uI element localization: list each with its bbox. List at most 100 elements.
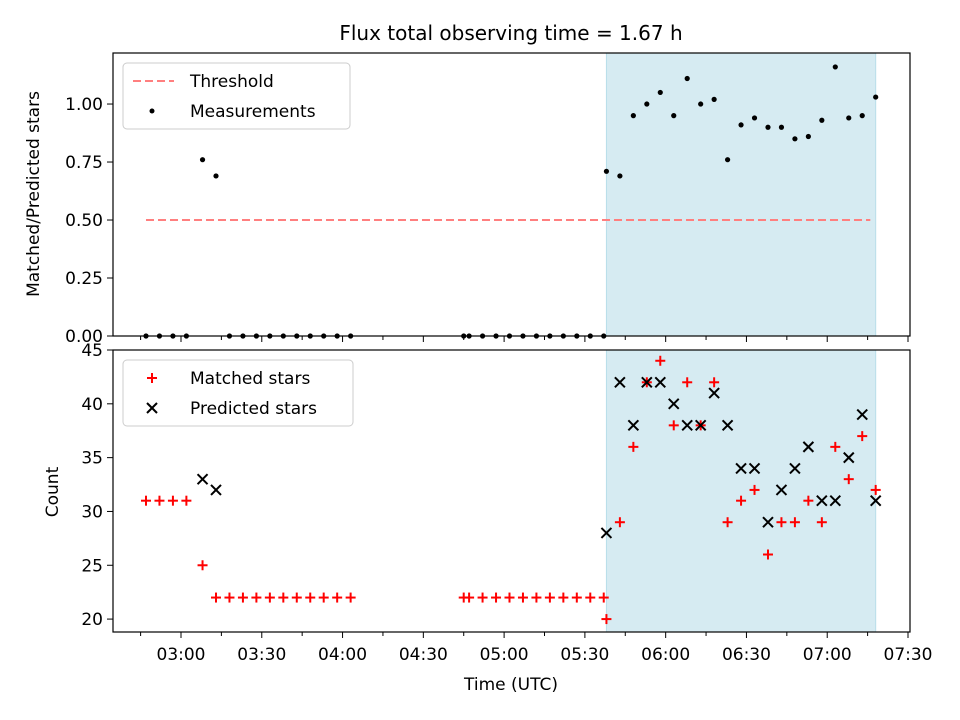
point-0-0-28 — [603, 168, 610, 174]
point-0-0-39 — [751, 115, 758, 121]
point-1-1-8-b — [681, 419, 693, 432]
point-1-1-12 — [735, 462, 747, 475]
x-tick-label-4: 05:00 — [480, 645, 529, 665]
point-1-0-36 — [709, 377, 720, 388]
point-1-0-1 — [154, 495, 165, 506]
legend-measurements-marker — [149, 108, 155, 114]
point-1-1-10 — [708, 387, 720, 399]
bottom-panel: 20 25 30 35 40 45 03:00 03:30 04:00 04:30 05:00 05… — [43, 341, 933, 695]
point-0-0-42 — [792, 136, 798, 142]
bottom-data-layer — [140, 355, 882, 625]
point-1-0-41 — [776, 517, 787, 528]
point-1-1-13-b — [748, 462, 761, 475]
y-tick-label-1-3: 35 — [81, 449, 103, 469]
point-0-0-38 — [738, 122, 744, 128]
point-1-1-18-b — [816, 494, 828, 507]
x-tick-label-0: 03:00 — [157, 645, 206, 665]
point-1-0-20 — [504, 592, 515, 603]
point-1-0-0 — [140, 495, 151, 506]
point-0-0-43 — [805, 133, 811, 140]
point-1-0-15 — [345, 592, 356, 603]
bottom-shaded-region — [605, 349, 877, 633]
point-1-0-27 — [598, 592, 609, 603]
point-0-0-31 — [644, 101, 650, 107]
point-1-0-25 — [571, 592, 582, 603]
point-1-1-17 — [802, 441, 815, 453]
top-y-axis-label: Matched/Predicted stars — [24, 91, 44, 297]
point-1-0-22 — [531, 592, 542, 603]
point-1-1-16-b — [789, 462, 801, 475]
point-1-0-32 — [655, 355, 666, 366]
top-shaded-region — [605, 52, 877, 337]
top-legend-box — [122, 62, 351, 130]
point-1-0-43 — [803, 495, 814, 506]
point-1-0-37 — [722, 517, 733, 528]
point-1-1-5 — [641, 376, 653, 388]
point-1-1-6-b — [654, 376, 666, 388]
point-0-0-41 — [778, 124, 785, 130]
legend-measurements-label: Measurements — [190, 102, 316, 122]
point-1-0-38 — [736, 495, 747, 506]
point-0-0-40 — [765, 124, 771, 130]
point-1-0-26 — [585, 592, 596, 603]
point-1-0-23 — [544, 592, 555, 603]
point-1-1-19 — [829, 494, 842, 507]
point-1-0-2 — [167, 495, 178, 506]
point-1-0-6 — [224, 592, 235, 603]
top-axes-frame — [112, 52, 911, 337]
point-1-1-0-b — [196, 473, 209, 485]
point-1-0-34 — [682, 377, 693, 388]
legend-predicted-x-b — [146, 402, 158, 414]
point-1-1-15-b — [775, 484, 788, 496]
x-tick-label-5: 05:30 — [560, 645, 609, 665]
y-tick-label-0-2: 0.50 — [65, 211, 103, 231]
point-1-0-40 — [762, 549, 773, 560]
point-0-0-36 — [711, 96, 717, 102]
point-1-0-11 — [291, 592, 302, 603]
point-1-1-14-b — [762, 516, 774, 528]
top-x-ticks — [140, 336, 909, 342]
bottom-legend-box — [122, 359, 354, 427]
point-1-1-13 — [748, 462, 761, 475]
legend-matched-label: Matched stars — [190, 369, 310, 389]
point-0-0-30 — [630, 113, 636, 119]
point-1-0-45 — [830, 441, 841, 452]
point-1-1-19-b — [829, 494, 842, 507]
point-0-0-46 — [846, 115, 852, 121]
y-tick-label-1-4: 40 — [81, 395, 103, 415]
point-1-1-14 — [762, 516, 774, 528]
point-0-0-29 — [617, 173, 623, 179]
point-1-1-1 — [210, 484, 222, 496]
x-axis-label: Time (UTC) — [463, 675, 558, 695]
point-1-0-42 — [789, 517, 800, 528]
x-tick-label-6: 06:00 — [641, 645, 690, 665]
point-0-0-47 — [859, 113, 865, 119]
point-1-0-24 — [558, 592, 569, 603]
legend-matched-plus — [147, 373, 157, 383]
legend-predicted-label: Predicted stars — [190, 399, 317, 419]
point-0-0-5 — [213, 173, 219, 179]
point-1-0-30 — [628, 441, 639, 452]
point-1-1-7 — [668, 398, 680, 410]
point-1-1-8 — [681, 419, 693, 432]
point-0-0-37 — [724, 157, 731, 163]
point-0-0-34 — [684, 75, 690, 82]
point-1-0-39 — [749, 484, 760, 495]
point-1-1-2 — [600, 527, 613, 539]
x-tick-label-3: 04:30 — [399, 645, 448, 665]
legend-matched-marker — [147, 373, 157, 383]
point-1-0-7 — [237, 592, 248, 603]
point-1-0-48 — [870, 484, 881, 495]
point-1-1-21-b — [856, 408, 868, 421]
point-0-0-4 — [199, 157, 206, 163]
point-1-1-10-b — [708, 387, 720, 399]
bottom-y-ticks: 20 25 30 35 40 45 — [81, 341, 113, 630]
point-1-1-11-b — [721, 419, 734, 432]
point-1-0-19 — [491, 592, 502, 603]
point-1-0-28 — [601, 614, 612, 625]
y-tick-label-1-2: 30 — [81, 502, 103, 522]
point-1-0-47 — [857, 431, 868, 442]
point-1-1-7-b — [668, 398, 680, 410]
legend-predicted-marker — [146, 402, 158, 414]
